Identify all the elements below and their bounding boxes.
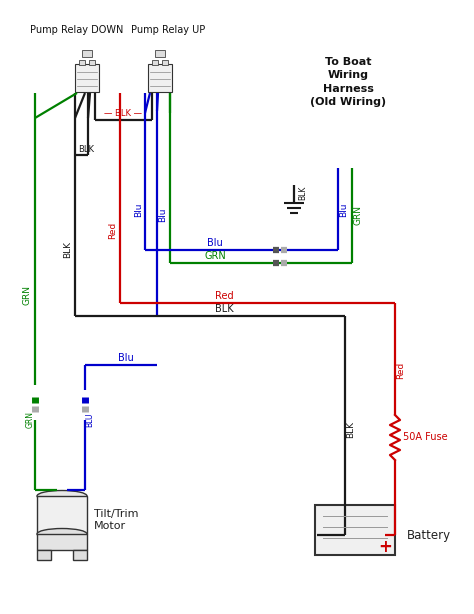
Text: BLK: BLK (346, 421, 356, 438)
Text: Red: Red (215, 291, 234, 301)
Text: — BLK —: — BLK — (104, 109, 142, 117)
Text: Blu: Blu (339, 203, 348, 217)
Text: BLU: BLU (85, 413, 94, 427)
Text: Battery: Battery (407, 529, 451, 542)
FancyBboxPatch shape (148, 64, 172, 92)
Text: GRN: GRN (204, 251, 226, 261)
Text: Tilt/Trim
Motor: Tilt/Trim Motor (94, 509, 138, 530)
Text: GRN: GRN (354, 205, 363, 225)
Text: BLK: BLK (64, 241, 73, 258)
Text: GRN: GRN (22, 285, 31, 305)
Text: Blu: Blu (118, 353, 134, 363)
Text: Blu: Blu (207, 238, 223, 248)
FancyBboxPatch shape (79, 60, 85, 65)
Text: Pump Relay UP: Pump Relay UP (131, 25, 205, 35)
Text: GRN: GRN (26, 411, 35, 429)
FancyBboxPatch shape (89, 60, 95, 65)
Text: Red: Red (109, 222, 118, 239)
FancyBboxPatch shape (315, 505, 395, 555)
FancyBboxPatch shape (37, 496, 87, 534)
FancyBboxPatch shape (37, 534, 87, 550)
Text: +: + (378, 538, 392, 556)
FancyBboxPatch shape (152, 60, 158, 65)
Text: Red: Red (396, 362, 405, 379)
FancyBboxPatch shape (162, 60, 168, 65)
Text: 50A Fuse: 50A Fuse (403, 432, 447, 443)
Ellipse shape (37, 491, 87, 502)
FancyBboxPatch shape (82, 50, 92, 57)
Text: Blu: Blu (135, 203, 144, 217)
Text: BLK: BLK (78, 146, 94, 155)
FancyBboxPatch shape (75, 64, 99, 92)
Text: BLK: BLK (215, 304, 234, 314)
Text: To Boat
Wiring
Harness
(Old Wiring): To Boat Wiring Harness (Old Wiring) (310, 57, 386, 107)
Text: Blu: Blu (158, 208, 167, 222)
FancyBboxPatch shape (155, 50, 165, 57)
Text: BLK: BLK (298, 186, 307, 200)
FancyBboxPatch shape (37, 550, 51, 560)
Text: Pump Relay DOWN: Pump Relay DOWN (30, 25, 124, 35)
FancyBboxPatch shape (73, 550, 87, 560)
Ellipse shape (37, 529, 87, 540)
